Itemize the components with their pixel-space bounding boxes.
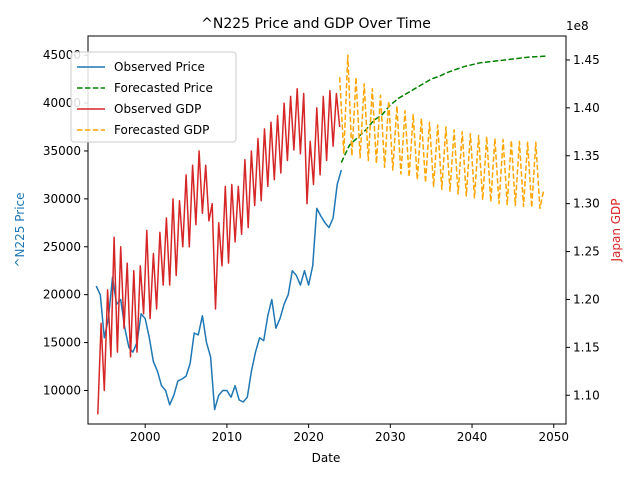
y-axis-right-label: Japan GDP (609, 198, 623, 262)
legend-label: Observed GDP (114, 102, 201, 116)
y-left-tick-label: 25000 (43, 240, 81, 254)
x-tick-label: 2050 (538, 430, 569, 444)
x-tick-label: 2030 (375, 430, 406, 444)
plot-frame (87, 35, 567, 425)
y-right-tick-label: 1.10 (573, 388, 600, 402)
x-axis-label: Date (312, 451, 341, 465)
y-right-tick-label: 1.25 (573, 245, 600, 259)
legend-box (70, 51, 237, 143)
legend-label: Forecasted GDP (114, 123, 209, 137)
y-left-tick-label: 20000 (43, 288, 81, 302)
x-axis: 2000 2010 2020 2030 2040 2050 (130, 424, 569, 444)
y-left-tick-label: 10000 (43, 383, 81, 397)
y-axis-left-label: ^N225 Price (13, 192, 27, 267)
legend: Observed Price Forecasted Price Observed G… (70, 51, 237, 143)
y-left-tick-label: 35000 (43, 144, 81, 158)
y-left-tick-label: 15000 (43, 336, 81, 350)
x-tick-label: 2010 (212, 430, 243, 444)
y-right-tick-label: 1.30 (573, 197, 600, 211)
legend-label: Observed Price (114, 60, 205, 74)
x-tick-label: 2040 (457, 430, 488, 444)
x-tick-label: 2020 (293, 430, 324, 444)
series-line-forecasted-gdp (338, 54, 545, 210)
series-line-forecasted-price (340, 55, 546, 163)
y-right-tick-label: 1.45 (573, 53, 600, 67)
y-axis-right: 1.10 1.15 1.20 1.25 1.30 1.35 1.40 1.45 (566, 53, 600, 402)
y-right-tick-label: 1.15 (573, 340, 600, 354)
x-tick-label: 2000 (130, 430, 161, 444)
legend-label: Forecasted Price (114, 81, 213, 95)
y-left-tick-label: 30000 (43, 192, 81, 206)
y-right-tick-label: 1.40 (573, 101, 600, 115)
series-line-observed-gdp (97, 87, 341, 415)
y-right-tick-label: 1.35 (573, 149, 600, 163)
y-axis-right-offset-text: 1e8 (566, 19, 589, 33)
chart-title: ^N225 Price and GDP Over Time (201, 16, 431, 32)
y-right-tick-label: 1.20 (573, 292, 600, 306)
series-layer (95, 54, 546, 415)
